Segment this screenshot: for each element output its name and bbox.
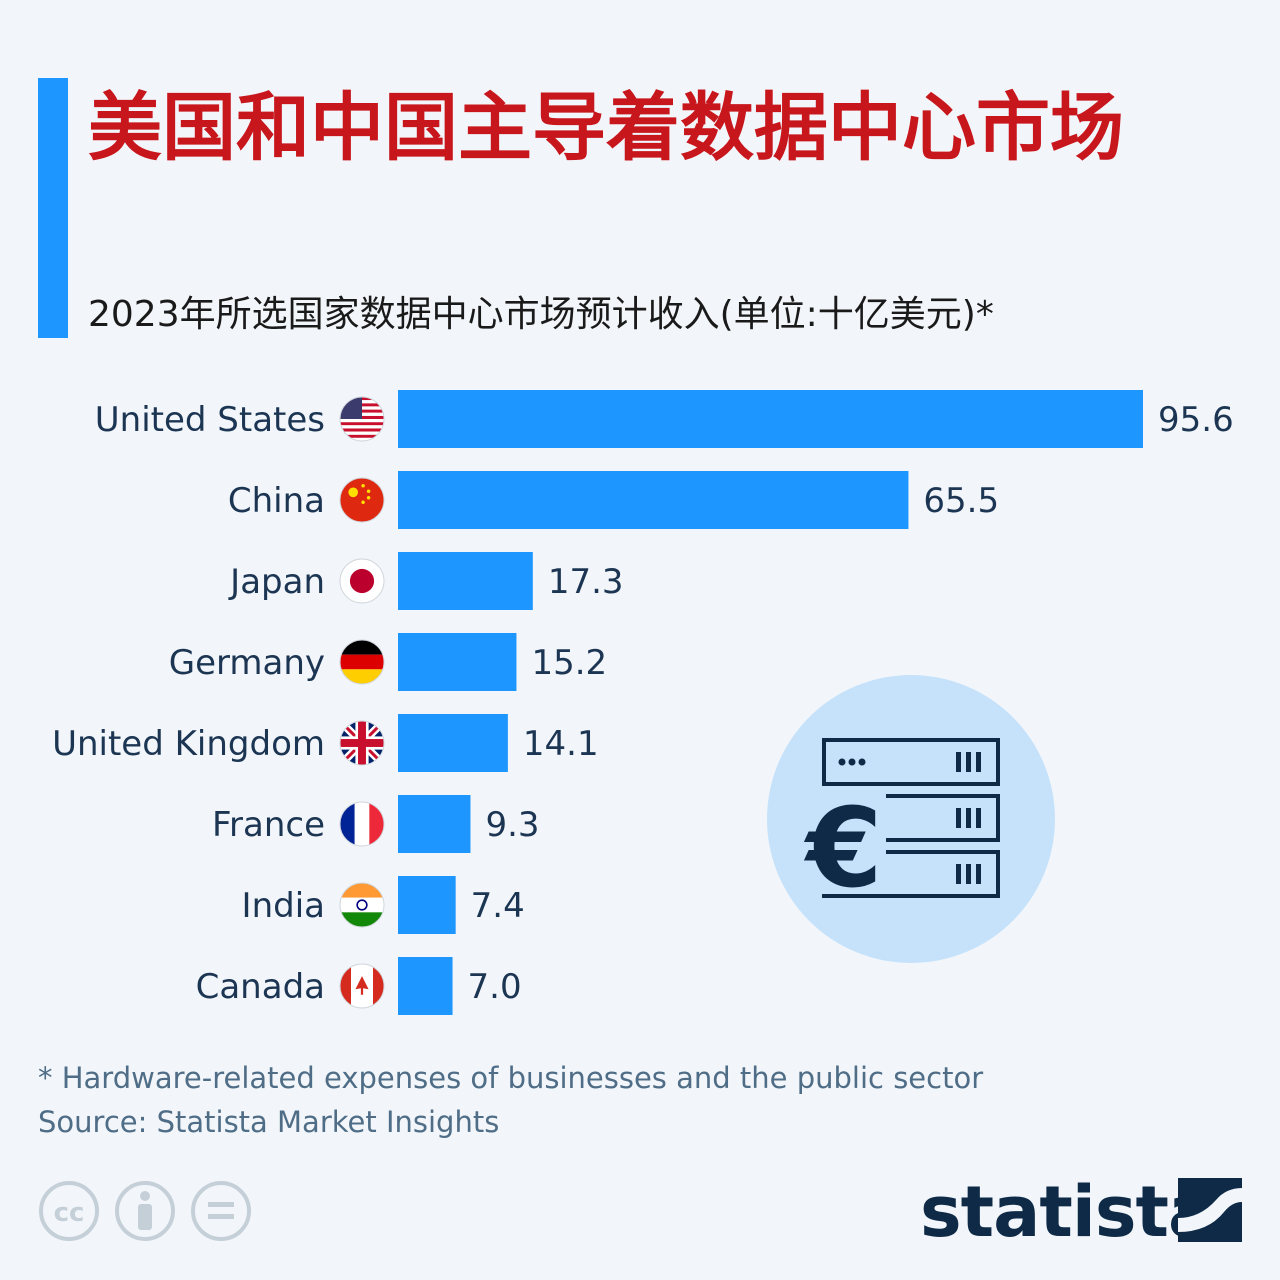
india-flag-icon — [339, 882, 385, 928]
france-flag-icon — [339, 801, 385, 847]
source-note: Source: Statista Market Insights — [38, 1105, 500, 1139]
bar — [398, 471, 909, 529]
server-euro-icon: € — [767, 675, 1055, 963]
value-label: 9.3 — [485, 805, 539, 845]
value-label: 14.1 — [523, 724, 599, 764]
germany-flag-icon — [339, 639, 385, 685]
attribution-icon — [115, 1181, 175, 1241]
value-label: 17.3 — [548, 562, 624, 602]
bar-row: Canada 7.0 — [196, 957, 522, 1015]
category-label: Japan — [228, 562, 325, 602]
category-label: Germany — [169, 643, 325, 683]
bar — [398, 714, 508, 772]
value-label: 65.5 — [923, 481, 999, 521]
bar — [398, 390, 1143, 448]
uk-flag-icon — [339, 720, 385, 766]
bar-row: France 9.3 — [212, 795, 540, 853]
category-label: France — [212, 805, 325, 845]
chart-subtitle: 2023年所选国家数据中心市场预计收入(单位:十亿美元)* — [88, 294, 994, 335]
category-label: India — [242, 886, 325, 926]
page-title: 美国和中国主导着数据中心市场 — [88, 85, 1124, 171]
accent-bar — [38, 78, 68, 338]
us-flag-icon — [339, 396, 385, 442]
bar-chart: United States 95.6 China 65.5 Japan 17.3 Germa… — [52, 390, 1234, 1015]
bar — [398, 876, 456, 934]
license-icons: cc — [39, 1181, 251, 1241]
footnote: * Hardware-related expenses of businesse… — [38, 1061, 984, 1095]
cc-icon: cc — [39, 1181, 99, 1241]
value-label: 95.6 — [1158, 400, 1234, 440]
category-label: United Kingdom — [52, 724, 325, 764]
japan-flag-icon — [339, 558, 385, 604]
bar — [398, 552, 533, 610]
category-label: Canada — [196, 967, 325, 1007]
statista-logo-icon — [1178, 1178, 1242, 1242]
bar — [398, 633, 517, 691]
bar — [398, 957, 453, 1015]
value-label: 15.2 — [531, 643, 607, 683]
canada-flag-icon — [339, 963, 385, 1009]
value-label: 7.4 — [471, 886, 525, 926]
bar-row: Japan 17.3 — [228, 552, 624, 610]
category-label: China — [228, 481, 325, 521]
bar — [398, 795, 471, 853]
bar-row: Germany 15.2 — [169, 633, 607, 691]
china-flag-icon — [339, 477, 385, 523]
bar-row: China 65.5 — [228, 471, 999, 529]
value-label: 7.0 — [468, 967, 522, 1007]
euro-symbol: € — [803, 784, 883, 912]
bar-row: India 7.4 — [242, 876, 525, 934]
bar-row: United States 95.6 — [95, 390, 1234, 448]
bar-row: United Kingdom 14.1 — [52, 714, 599, 772]
statista-logo-text: statista — [920, 1171, 1215, 1253]
no-derivatives-icon — [191, 1181, 251, 1241]
category-label: United States — [95, 400, 325, 440]
svg-text:cc: cc — [54, 1198, 85, 1228]
